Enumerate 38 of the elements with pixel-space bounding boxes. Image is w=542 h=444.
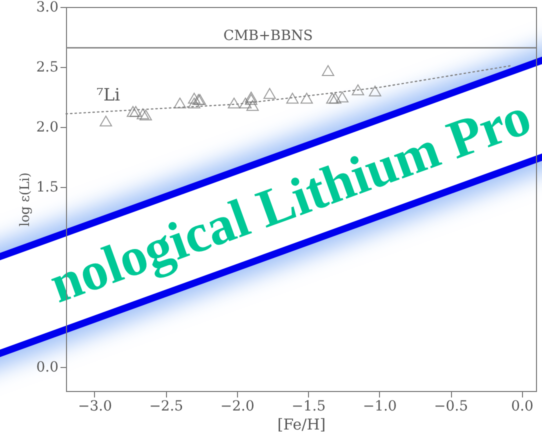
x-tick-label: −1.0	[362, 398, 397, 414]
point	[100, 116, 112, 126]
x-axis-title: [Fe/H]	[277, 416, 326, 434]
point	[352, 84, 364, 96]
point	[328, 92, 342, 104]
point	[244, 94, 258, 105]
y-axis-title: log ε(Li)	[18, 172, 34, 227]
point	[239, 98, 252, 108]
x-tick-label: −1.5	[292, 398, 326, 414]
point	[126, 106, 140, 117]
ref-line-label: CMB+BBNS	[223, 28, 313, 44]
y-tick-label: 1.5	[36, 180, 58, 196]
y-tick-label: 2.0	[36, 120, 58, 136]
point	[174, 98, 186, 108]
point	[336, 92, 349, 102]
point	[263, 88, 276, 99]
point	[286, 92, 299, 104]
y-tick-label: 2.5	[36, 60, 58, 76]
point	[326, 92, 339, 104]
point	[228, 98, 240, 108]
x-tick-label: −2.5	[149, 398, 184, 414]
point	[136, 108, 150, 120]
point	[244, 92, 258, 102]
x-tick-label: −2.0	[220, 398, 254, 414]
x-tick-label: 0.0	[511, 398, 534, 414]
annotation: ⁷Li	[96, 85, 121, 106]
y-tick-label: 0.0	[36, 360, 58, 376]
point	[368, 86, 382, 96]
point	[140, 110, 152, 120]
point	[188, 92, 200, 104]
x-tick-label: −3.0	[78, 398, 112, 414]
point	[322, 65, 334, 76]
y-tick-label: 3.0	[36, 0, 58, 16]
point	[188, 98, 200, 108]
point	[130, 106, 142, 117]
point	[246, 100, 259, 111]
x-tick-label: −0.5	[434, 398, 468, 414]
point	[300, 92, 313, 104]
